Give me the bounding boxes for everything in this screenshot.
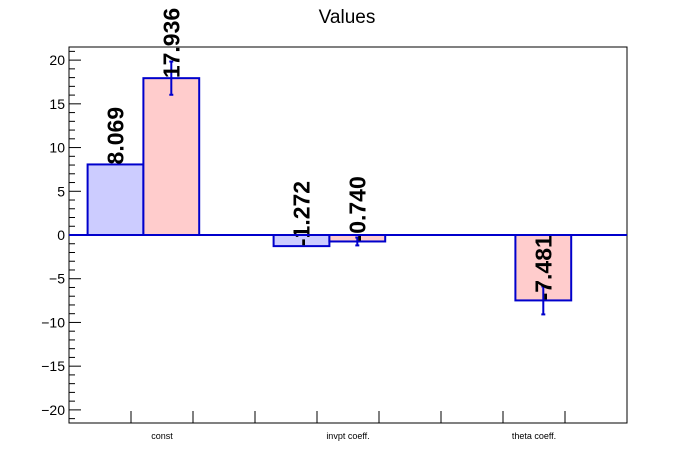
- y-tick-label: 10: [49, 140, 65, 156]
- x-category-label: const: [151, 431, 173, 441]
- data-label: -7.481: [530, 235, 556, 300]
- y-tick-label: 0: [57, 227, 65, 243]
- chart-title: Values: [319, 7, 376, 28]
- x-category-label: invpt coeff.: [326, 431, 369, 441]
- data-label: -0.740: [344, 176, 370, 241]
- x-category-label: theta coeff.: [512, 431, 556, 441]
- bar: [142, 77, 201, 236]
- y-tick-label: −5: [49, 271, 65, 287]
- bars-layer: [86, 77, 573, 302]
- y-tick-label: 5: [57, 183, 65, 199]
- data-label: 17.936: [158, 8, 184, 78]
- data-labels-layer: 8.069 -1.272 17.936 -0.740 -7.481: [103, 8, 557, 301]
- x-axis: const invpt coeff. theta coeff.: [130, 411, 566, 441]
- y-tick-label: −10: [41, 314, 65, 330]
- y-tick-label: −15: [41, 358, 65, 374]
- error-bars-layer: [169, 60, 546, 316]
- data-label: -1.272: [289, 181, 315, 246]
- y-tick-label: 15: [49, 96, 65, 112]
- y-tick-label: 20: [49, 52, 65, 68]
- y-tick-label: −20: [41, 402, 65, 418]
- y-axis: −20 −15 −10 −5 0 5 10 15 20: [41, 50, 81, 420]
- data-label: 8.069: [103, 107, 129, 165]
- bar: [86, 163, 145, 236]
